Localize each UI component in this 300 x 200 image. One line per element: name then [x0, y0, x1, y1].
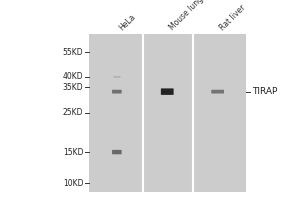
Text: Mouse lung: Mouse lung	[167, 0, 205, 32]
FancyBboxPatch shape	[112, 90, 122, 94]
FancyBboxPatch shape	[211, 90, 224, 94]
Text: 10KD: 10KD	[63, 179, 83, 188]
FancyBboxPatch shape	[161, 88, 174, 95]
Text: 15KD: 15KD	[63, 148, 83, 157]
Text: Rat liver: Rat liver	[218, 3, 247, 32]
FancyBboxPatch shape	[113, 76, 121, 78]
Text: 40KD: 40KD	[63, 72, 83, 81]
Text: TIRAP: TIRAP	[252, 87, 278, 96]
Text: 25KD: 25KD	[63, 108, 83, 117]
Text: 35KD: 35KD	[63, 83, 83, 92]
FancyBboxPatch shape	[112, 150, 122, 154]
Text: HeLa: HeLa	[117, 12, 137, 32]
Text: 55KD: 55KD	[63, 48, 83, 57]
